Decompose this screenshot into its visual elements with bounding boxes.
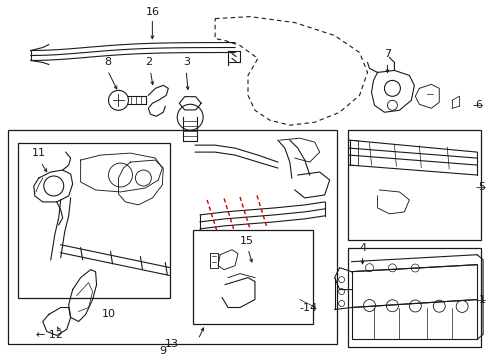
Text: 13: 13	[165, 339, 179, 349]
Text: 4: 4	[358, 243, 366, 253]
Bar	[8, 130, 336, 345]
Bar	[18, 143, 170, 298]
Text: 7: 7	[383, 49, 390, 59]
Text: ← 12: ← 12	[36, 330, 62, 341]
Text: -1: -1	[474, 294, 485, 305]
Text: 15: 15	[240, 236, 253, 246]
Text: 3: 3	[183, 58, 189, 67]
Text: -6: -6	[471, 100, 482, 110]
Bar	[347, 130, 480, 240]
Text: 2: 2	[144, 58, 152, 67]
Text: -14: -14	[299, 302, 317, 312]
Text: 11: 11	[32, 148, 46, 158]
Text: 10: 10	[102, 310, 115, 319]
Bar	[193, 230, 312, 324]
Text: 16: 16	[145, 6, 159, 17]
Text: 8: 8	[104, 58, 111, 67]
Text: -5: -5	[474, 182, 485, 192]
Bar	[347, 248, 480, 347]
Text: 9: 9	[159, 346, 165, 356]
